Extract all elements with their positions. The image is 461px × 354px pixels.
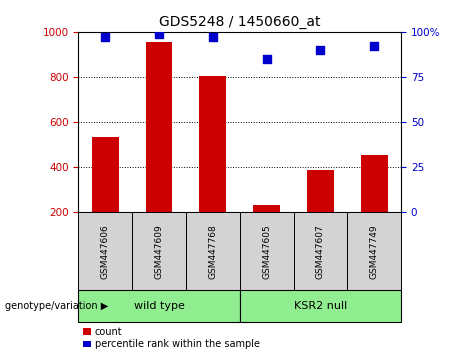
Text: GSM447609: GSM447609 — [154, 224, 164, 279]
Point — [209, 34, 217, 40]
Bar — [132, 212, 186, 290]
Bar — [240, 290, 401, 322]
Bar — [361, 155, 388, 212]
Text: GSM447768: GSM447768 — [208, 224, 217, 279]
Text: genotype/variation ▶: genotype/variation ▶ — [5, 301, 108, 311]
Bar — [347, 212, 401, 290]
Bar — [78, 212, 132, 290]
Bar — [240, 212, 294, 290]
Text: GSM447605: GSM447605 — [262, 224, 271, 279]
Bar — [146, 42, 172, 212]
Text: GSM447749: GSM447749 — [370, 224, 378, 279]
Bar — [307, 170, 334, 212]
Point — [263, 56, 270, 62]
Title: GDS5248 / 1450660_at: GDS5248 / 1450660_at — [159, 16, 320, 29]
Legend: count, percentile rank within the sample: count, percentile rank within the sample — [83, 327, 260, 349]
Bar — [92, 137, 118, 212]
Text: GSM447606: GSM447606 — [101, 224, 110, 279]
Bar — [199, 76, 226, 212]
Text: KSR2 null: KSR2 null — [294, 301, 347, 311]
Bar — [78, 290, 240, 322]
Point — [101, 34, 109, 40]
Text: GSM447607: GSM447607 — [316, 224, 325, 279]
Point — [371, 44, 378, 49]
Bar — [253, 205, 280, 212]
Bar — [294, 212, 347, 290]
Text: wild type: wild type — [134, 301, 184, 311]
Point — [155, 31, 163, 36]
Bar — [186, 212, 240, 290]
Point — [317, 47, 324, 53]
